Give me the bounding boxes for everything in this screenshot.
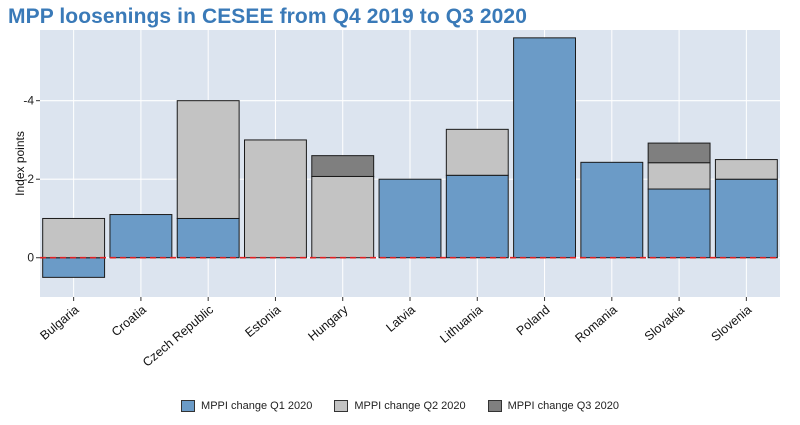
legend-label-q2: MPPI change Q2 2020: [354, 400, 466, 412]
x-tick-label: Croatia: [109, 303, 149, 340]
x-tick-label: Lithuania: [437, 303, 485, 346]
y-tick-label: -4: [23, 94, 34, 108]
x-tick-label: Bulgaria: [37, 303, 81, 343]
x-tick-label: Slovenia: [709, 303, 755, 345]
bar-hungary-q3: [311, 155, 375, 177]
x-tick-label: Poland: [514, 303, 553, 339]
bar-poland-q1: [513, 37, 576, 259]
legend-swatch-q2: [334, 400, 349, 412]
bar-bulgaria-q1: [42, 257, 106, 278]
legend: MPPI change Q1 2020 MPPI change Q2 2020 …: [0, 400, 800, 412]
bar-romania-q1: [580, 161, 644, 259]
x-tick-label: Estonia: [242, 303, 283, 341]
legend-swatch-q1: [181, 400, 196, 412]
x-tick-label: Latvia: [383, 303, 418, 335]
x-tick-label: Czech Republic: [140, 303, 216, 370]
legend-label-q1: MPPI change Q1 2020: [201, 400, 313, 412]
bar-estonia-q2: [244, 139, 307, 259]
chart-title: MPP loosenings in CESEE from Q4 2019 to …: [8, 5, 527, 28]
y-axis-label: Index points: [13, 131, 27, 196]
x-tick-label: Hungary: [305, 302, 351, 344]
legend-label-q3: MPPI change Q3 2020: [507, 400, 619, 412]
bar-slovakia-q3: [647, 142, 711, 164]
legend-item-q1: MPPI change Q1 2020: [181, 400, 312, 412]
bar-slovakia-q2: [647, 162, 711, 190]
legend-item-q2: MPPI change Q2 2020: [334, 400, 466, 412]
bar-hungary-q2: [311, 175, 375, 259]
bar-croatia-q1: [109, 214, 173, 259]
bar-slovenia-q2: [714, 159, 778, 180]
x-tick-label: Slovakia: [642, 303, 687, 344]
y-tick-label: 0: [27, 251, 34, 265]
bar-slovakia-q1: [647, 188, 711, 259]
bar-latvia-q1: [378, 178, 442, 259]
bar-bulgaria-q2: [42, 217, 106, 259]
legend-swatch-q3: [487, 400, 502, 412]
bar-lithuania-q2: [445, 128, 509, 176]
legend-item-q3: MPPI change Q3 2020: [487, 400, 619, 412]
bar-czech-republic-q1: [176, 217, 240, 259]
y-tick-label: -2: [23, 172, 34, 186]
bar-slovenia-q1: [714, 178, 778, 259]
bar-czech-republic-q2: [176, 100, 240, 219]
bar-lithuania-q1: [445, 174, 509, 259]
x-tick-label: Romania: [572, 303, 619, 346]
